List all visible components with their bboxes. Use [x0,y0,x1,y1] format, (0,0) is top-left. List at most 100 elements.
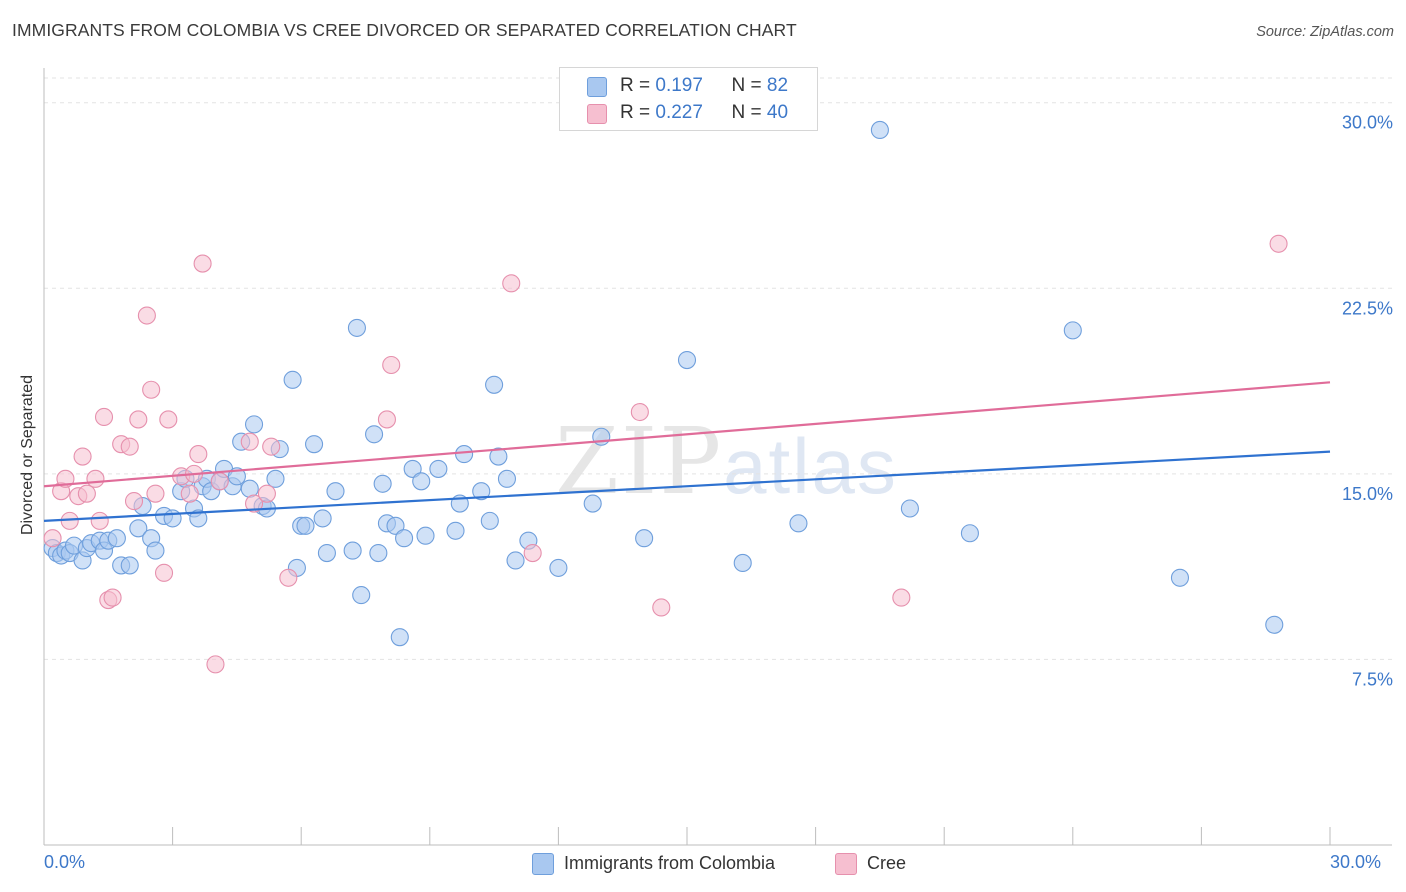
cree-point [279,568,298,587]
colombia-point [480,511,499,530]
cree-point [77,484,96,503]
colombia-point [120,556,139,575]
r-label: R = [620,102,651,123]
colombia-point [403,459,422,478]
cree-point [652,598,671,617]
watermark-atlas: atlas [723,422,898,510]
cree-point [142,380,161,399]
cree-point [630,402,649,422]
colombia-point [412,472,431,491]
cree-point [240,432,259,451]
cree-point [210,472,229,491]
chart-title: IMMIGRANTS FROM COLOMBIA VS CREE DIVORCE… [12,20,797,40]
cree-trend-line [43,381,1331,488]
cree-point [159,410,178,429]
y-tick-label: 22.5% [1342,298,1393,318]
colombia-point [489,447,508,466]
watermark: ZIPatlas [555,408,898,515]
r-label: R = [620,75,651,96]
colombia-trend-line [43,450,1331,522]
colombia-point [446,521,465,540]
n-label: N = [731,75,762,96]
cree-point [523,543,542,563]
cree-point [1269,234,1288,253]
cree-point [502,274,521,293]
cree-point [377,410,396,429]
colombia-point [900,499,919,518]
colombia-point [107,529,126,548]
colombia-point [416,526,435,545]
cree-point [146,484,165,503]
cree-point [154,563,174,582]
cree-point [193,254,212,273]
colombia-point [343,541,362,560]
cree-point [120,437,139,456]
cree-point [43,529,62,548]
colombia-point [395,529,414,548]
colombia-point [870,120,889,140]
colombia-point [506,551,525,570]
cree-point [257,484,276,503]
colombia-point [373,474,392,493]
cree-legend-swatch [835,853,857,875]
cree-swatch [587,104,607,124]
colombia-legend-swatch [532,853,554,875]
colombia-point [386,516,405,535]
cree-point [206,655,225,674]
colombia-swatch [587,77,607,97]
cree-point [892,588,911,607]
colombia-point [326,482,345,501]
colombia-point [960,524,979,543]
x-tick-label-max: 30.0% [1330,852,1382,872]
n-value: 40 [766,102,789,123]
n-label: N = [731,102,762,123]
colombia-point [497,469,517,488]
cree-point [129,410,148,429]
n-value: 82 [766,75,789,96]
legend-label-cree: Cree [867,853,907,873]
cree-point [137,306,156,325]
cree-point [244,494,264,513]
colombia-point [266,469,285,488]
cree-point [86,469,105,488]
y-tick-label: 7.5% [1352,669,1393,689]
cree-point [124,492,144,511]
colombia-point [455,445,474,464]
colombia-point [1063,321,1082,340]
stats-legend: R = 0.197 N = 82 R = 0.227 N = 40 [559,67,818,131]
colombia-point [146,541,165,560]
colombia-point [390,628,409,647]
colombia-point [635,529,654,548]
colombia-point [244,415,264,434]
colombia-point [283,370,302,389]
colombia-point [789,514,808,533]
cree-point [94,407,114,427]
colombia-point [189,509,208,528]
colombia-point [1170,568,1190,587]
r-value: 0.197 [655,75,703,96]
colombia-point [369,543,388,563]
colombia-point [317,543,336,563]
y-tick-label: 30.0% [1342,113,1393,133]
x-tick-label-min: 0.0% [44,852,86,872]
colombia-point [352,586,371,605]
colombia-point [472,482,491,501]
colombia-point [429,459,448,478]
colombia-point [296,516,315,535]
y-tick-label: 15.0% [1342,484,1393,504]
colombia-point [313,509,332,528]
cree-point [90,511,109,530]
colombia-point [549,558,568,577]
chart-source: Source: ZipAtlas.com [1256,24,1394,40]
colombia-point [485,375,504,394]
cree-point [262,437,281,456]
colombia-point [733,553,752,572]
colombia-point [1265,615,1284,634]
r-value: 0.227 [655,102,703,123]
colombia-point [305,435,324,454]
cree-point [180,484,199,503]
colombia-point [583,494,602,513]
colombia-point [347,318,366,337]
colombia-point [129,519,148,538]
